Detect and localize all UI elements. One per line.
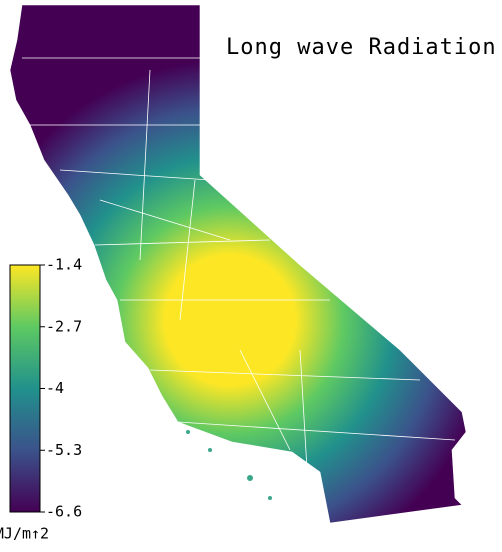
- colorbar-label: MJ/m↑2: [0, 525, 49, 543]
- islands: [186, 430, 272, 500]
- map-title: Long wave Radiation: [226, 35, 497, 60]
- colorbar: [9, 264, 41, 513]
- colorbar-tick-label: -2.7: [46, 317, 82, 335]
- california: [9, 4, 467, 524]
- colorbar-tick-label: -5.3: [46, 441, 82, 459]
- county-lines: [22, 57, 456, 521]
- colorbar-tick-label: -4: [46, 379, 64, 397]
- colorbar-tick-label: -1.4: [46, 256, 82, 274]
- colorbar-tick-label: -6.6: [46, 503, 82, 521]
